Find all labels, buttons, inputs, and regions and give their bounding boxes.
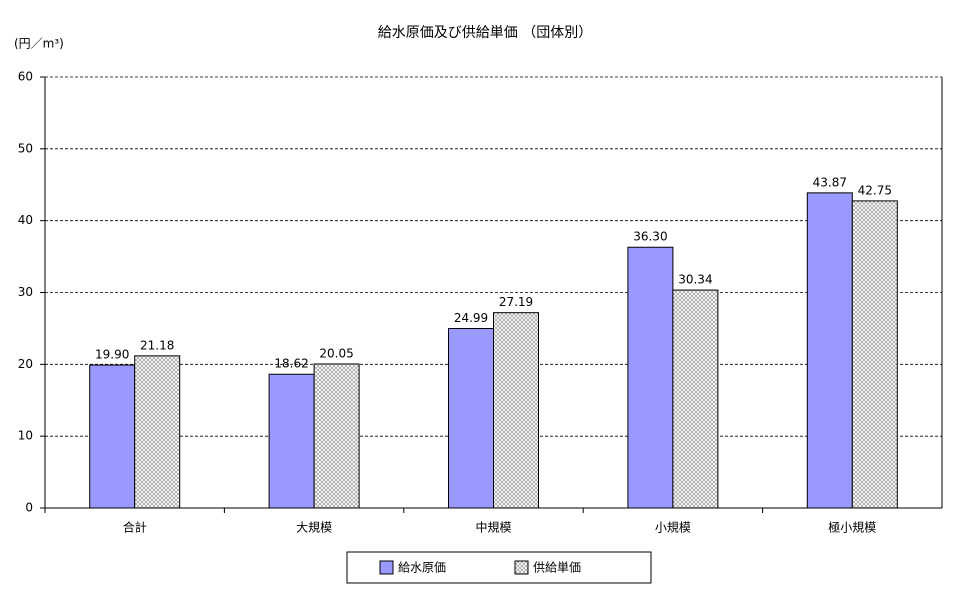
y-axis-label: (円／m³): [14, 37, 64, 51]
y-tick-label: 20: [18, 357, 33, 371]
bar: [627, 246, 674, 509]
bar: [672, 289, 719, 509]
data-label: 30.34: [678, 273, 712, 287]
legend-box: [346, 551, 652, 584]
y-tick-label: 10: [18, 429, 33, 443]
data-label: 21.18: [140, 338, 174, 352]
bar: [89, 364, 136, 509]
bar: [313, 363, 360, 509]
x-tick-label: 中規模: [475, 520, 511, 535]
data-label: 36.30: [633, 230, 667, 244]
bar: [448, 327, 494, 509]
data-label: 42.75: [858, 183, 892, 197]
data-label: 19.90: [95, 348, 129, 362]
legend-swatch: [514, 560, 529, 575]
y-tick-label: 60: [18, 70, 33, 84]
x-tick-label: 小規模: [655, 520, 691, 535]
legend-swatch: [379, 560, 394, 575]
x-tick-label: 極小規模: [828, 520, 876, 535]
bar: [806, 192, 853, 509]
y-tick-label: 50: [18, 141, 33, 155]
data-label: 24.99: [454, 311, 488, 325]
legend-label: 供給単価: [533, 561, 581, 575]
data-label: 20.05: [319, 346, 353, 360]
bar: [268, 373, 315, 509]
y-tick-label: 40: [18, 213, 33, 227]
y-tick-label: 0: [25, 501, 33, 515]
x-tick-label: 合計: [123, 520, 147, 535]
bar: [134, 355, 181, 509]
bar: [493, 312, 539, 509]
legend-label: 給水原価: [398, 561, 446, 575]
bar: [851, 200, 898, 509]
chart-title: 給水原価及び供給単価 （団体別）: [378, 25, 592, 41]
x-tick-label: 大規模: [296, 520, 332, 535]
data-label: 43.87: [813, 175, 847, 189]
data-label: 18.62: [274, 357, 308, 371]
y-tick-label: 30: [18, 285, 33, 299]
data-label: 27.19: [499, 295, 533, 309]
